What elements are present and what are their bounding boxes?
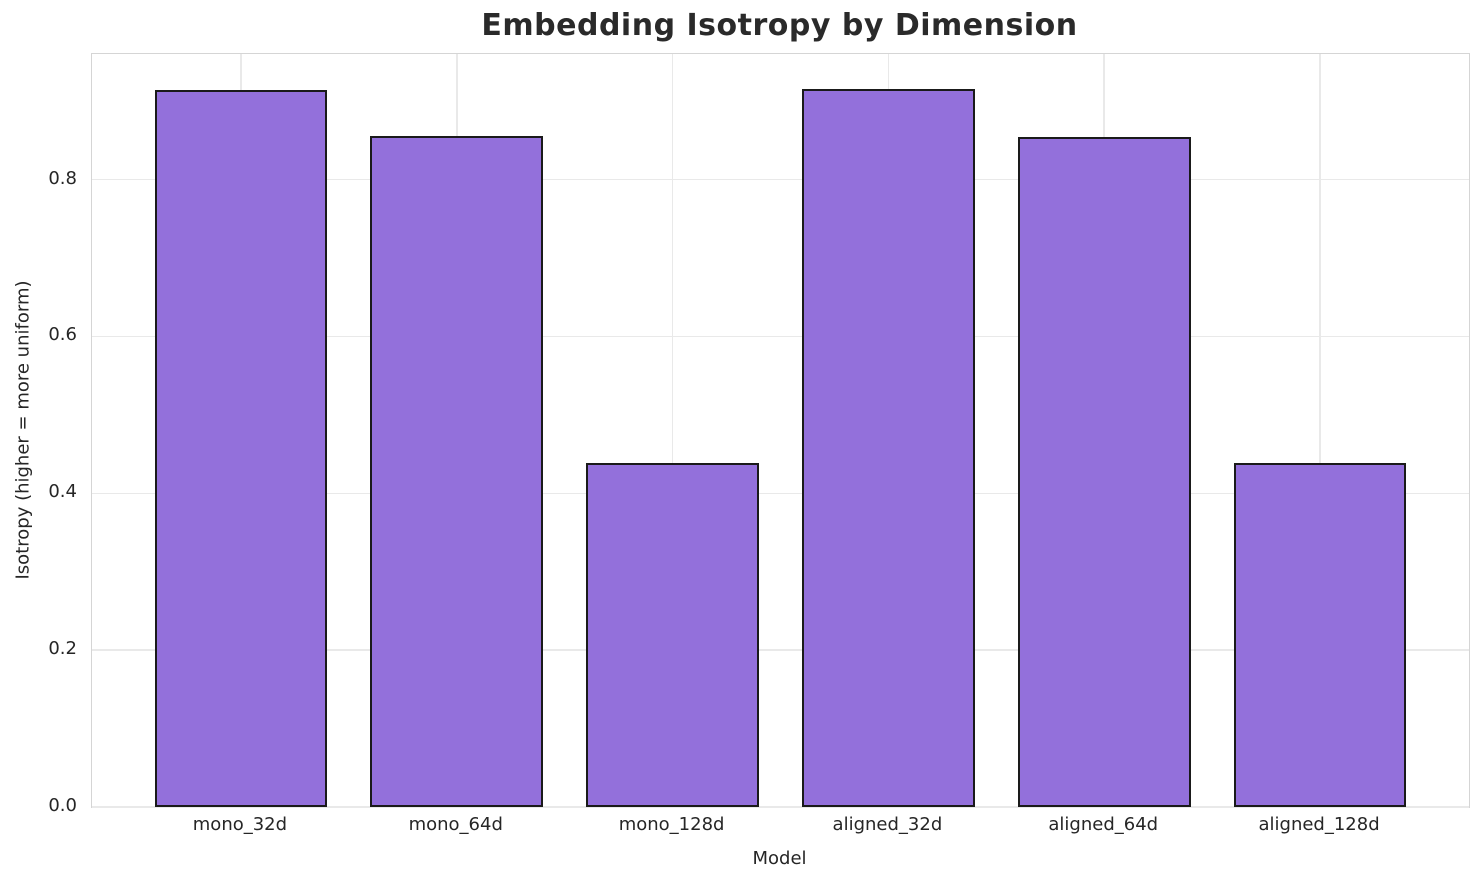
chart-title: Embedding Isotropy by Dimension [481,8,1078,43]
x-tick-label: mono_64d [408,814,503,835]
bar-mono_64d [370,136,544,807]
x-tick-label: aligned_32d [832,814,943,835]
gridline-y-0.4 [92,492,1469,494]
gridline-x-mono_128d [671,54,674,807]
plot-area [91,53,1470,808]
gridline-y-0.8 [92,178,1469,181]
gridline-y-0.0 [92,806,1469,808]
x-tick-label: mono_128d [618,814,725,835]
x-axis-label: Model [752,848,807,869]
gridline-y-0.2 [92,649,1469,651]
bar-mono_32d [154,90,328,807]
y-tick-label: 0.4 [48,481,77,503]
bar-mono_128d [586,463,759,807]
gridline-x-aligned_128d [1319,54,1321,807]
y-tick-label: 0.6 [48,324,77,346]
x-tick-label: aligned_64d [1048,814,1159,835]
bar-aligned_128d [1233,463,1407,807]
gridline-y-0.6 [92,335,1469,338]
x-tick-label: mono_32d [192,814,288,835]
x-tick-label: aligned_128d [1258,814,1380,835]
y-tick-label: 0.8 [48,167,77,189]
bar-aligned_32d [802,89,975,807]
y-tick-label: 0.0 [48,795,77,816]
y-tick-label: 0.2 [48,638,77,660]
bar-aligned_64d [1017,137,1191,807]
